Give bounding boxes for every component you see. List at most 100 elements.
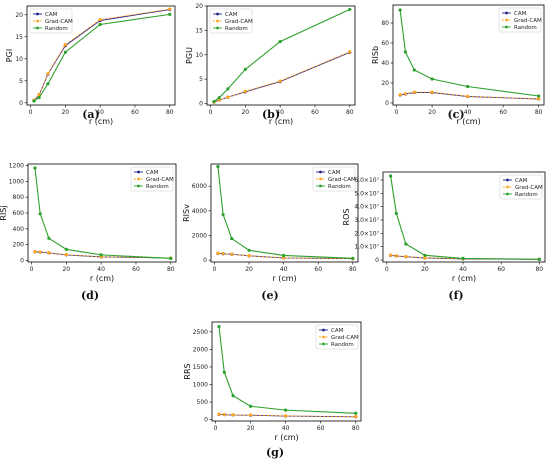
data-point-random	[278, 40, 282, 44]
x-tick-label: 20	[62, 266, 70, 273]
data-point-random	[99, 253, 103, 257]
y-tick-label: 10	[15, 56, 23, 63]
y-tick-label: 1200	[9, 163, 24, 170]
plot-frame	[211, 321, 362, 422]
data-point-random	[537, 94, 541, 98]
data-point-random	[231, 394, 235, 398]
x-tick-label: 0	[213, 266, 217, 273]
data-point-grad-cam	[222, 412, 226, 417]
legend-label: CAM	[514, 11, 527, 17]
data-point-grad-cam	[243, 89, 247, 93]
legend-marker-cam	[319, 170, 322, 174]
x-tick-label: 80	[346, 109, 354, 116]
legend-marker-cam	[216, 12, 219, 16]
plot-frame	[392, 4, 545, 106]
data-point-grad-cam	[389, 253, 393, 257]
x-tick-label: 40	[97, 266, 105, 273]
data-point-random	[47, 236, 51, 240]
legend-label: Grad-CAM	[225, 19, 253, 25]
x-tick-label: 20	[428, 109, 436, 116]
data-point-random	[217, 324, 221, 329]
legend-label: Random	[146, 184, 169, 190]
data-point-grad-cam	[33, 249, 37, 254]
series-line-random	[399, 9, 539, 97]
series-line-random	[218, 326, 356, 414]
legend-box	[209, 8, 253, 34]
x-tick-label: 80	[535, 109, 543, 116]
legend-label: Grad-CAM	[328, 177, 356, 183]
legend-marker-grad-cam	[505, 18, 508, 22]
y-tick-label: 500	[197, 399, 209, 406]
data-point-grad-cam	[404, 254, 408, 259]
data-point-random	[404, 242, 408, 246]
x-tick-label: 0	[209, 109, 213, 116]
data-point-grad-cam	[217, 412, 221, 416]
y-tick-label: 6000	[192, 183, 207, 190]
x-tick-label: 40	[459, 266, 467, 273]
data-point-grad-cam	[216, 251, 220, 255]
y-tick-label: 5	[19, 78, 23, 85]
legend-box	[130, 166, 174, 192]
data-point-grad-cam	[430, 90, 434, 94]
y-tick-label: 2000	[192, 232, 207, 239]
data-point-grad-cam	[466, 94, 470, 98]
data-point-grad-cam	[394, 254, 398, 258]
legend-marker-grad-cam	[506, 185, 509, 189]
subplot-caption: (a)	[82, 108, 100, 121]
y-tick-label: 2000	[193, 346, 208, 353]
data-point-grad-cam	[403, 92, 408, 96]
x-tick-label: 0	[385, 266, 389, 273]
legend-label: Grad-CAM	[146, 177, 174, 183]
data-point-grad-cam	[221, 252, 225, 256]
data-point-grad-cam	[37, 92, 41, 97]
data-point-grad-cam	[412, 90, 416, 94]
legend-label: Grad-CAM	[514, 18, 542, 24]
y-tick-label: 0	[385, 100, 389, 107]
x-tick-label: 40	[464, 109, 472, 116]
data-point-random	[221, 212, 225, 217]
y-tick-label: 10	[195, 52, 203, 59]
y-tick-label: 40	[381, 60, 389, 67]
subplot-caption: (f)	[448, 289, 463, 302]
y-tick-label: 0	[204, 417, 208, 424]
y-tick-label: 3.0×10⁷	[354, 217, 379, 224]
y-axis-label: ROS	[342, 209, 351, 226]
x-tick-label: 60	[131, 109, 139, 116]
plot-frame	[210, 163, 359, 263]
data-point-random	[37, 95, 41, 100]
legend-label: Grad-CAM	[515, 185, 543, 191]
legend-marker-cam	[322, 328, 325, 332]
y-tick-label: 6.0×10⁷	[354, 177, 379, 184]
x-tick-label: 80	[167, 266, 175, 273]
x-tick-label: 40	[96, 109, 104, 116]
x-tick-label: 80	[352, 425, 360, 432]
x-axis-label: r (cm)	[269, 117, 293, 126]
y-tick-label: 2.0×10⁷	[354, 230, 379, 237]
legend-label: CAM	[146, 170, 159, 176]
data-point-random	[230, 236, 234, 241]
legend-box	[499, 174, 543, 200]
legend-box	[315, 324, 359, 350]
subplot-caption: (e)	[261, 289, 278, 302]
data-point-grad-cam	[278, 79, 282, 83]
plot-frame	[206, 5, 356, 106]
y-tick-label: 20	[195, 3, 203, 10]
data-point-random	[423, 253, 427, 257]
x-tick-label: 20	[245, 266, 253, 273]
data-point-grad-cam	[354, 415, 358, 419]
legend-marker-cam	[505, 11, 508, 15]
x-tick-label: 60	[314, 266, 322, 273]
x-tick-label: 80	[535, 266, 543, 273]
x-axis-label: r (cm)	[89, 117, 113, 126]
x-tick-label: 0	[30, 266, 34, 273]
data-point-grad-cam	[231, 413, 235, 417]
legend-marker-cam	[137, 170, 140, 174]
x-tick-label: 60	[132, 266, 140, 273]
x-tick-label: 40	[282, 425, 290, 432]
legend-marker-random	[322, 342, 325, 346]
